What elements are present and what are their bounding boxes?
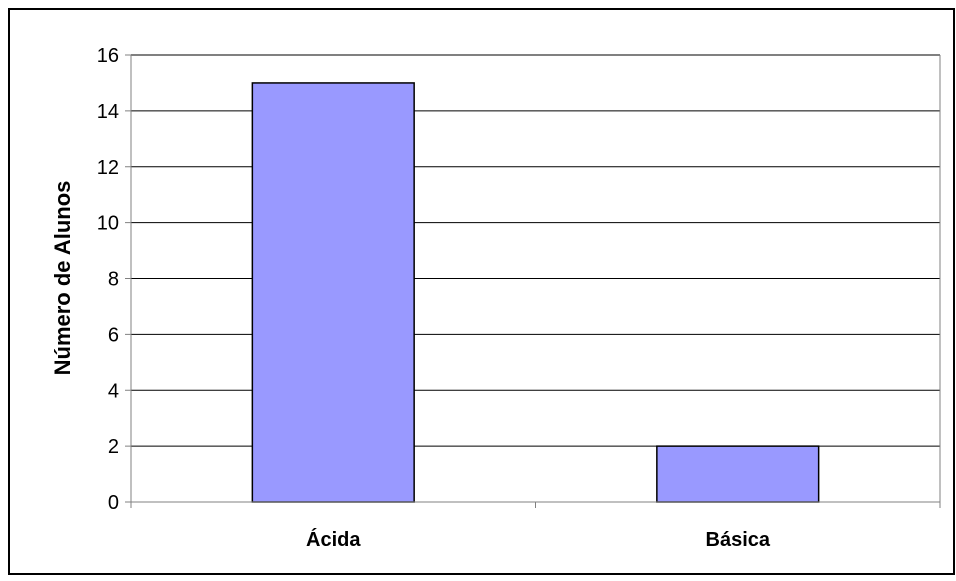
y-tick-labels: 0 2 4 6 8 10 12 14 16 xyxy=(97,45,119,514)
x-tick-labels: Ácida Básica xyxy=(306,528,771,551)
x-tick-label: Ácida xyxy=(306,528,361,551)
bars xyxy=(251,82,820,503)
x-tick-label: Básica xyxy=(706,529,771,551)
y-tick-label: 12 xyxy=(97,157,119,179)
y-tick-label: 8 xyxy=(108,269,119,291)
bar xyxy=(656,445,820,503)
y-tick-label: 2 xyxy=(108,436,119,458)
bar xyxy=(251,82,415,503)
axes xyxy=(125,54,941,508)
y-axis-title: Número de Alunos xyxy=(50,181,75,376)
y-tick-label: 16 xyxy=(97,45,119,67)
y-tick-label: 4 xyxy=(108,380,119,402)
y-tick-label: 0 xyxy=(108,492,119,514)
y-tick-label: 10 xyxy=(97,213,119,235)
y-tick-label: 14 xyxy=(97,101,119,123)
y-tick-label: 6 xyxy=(108,324,119,346)
